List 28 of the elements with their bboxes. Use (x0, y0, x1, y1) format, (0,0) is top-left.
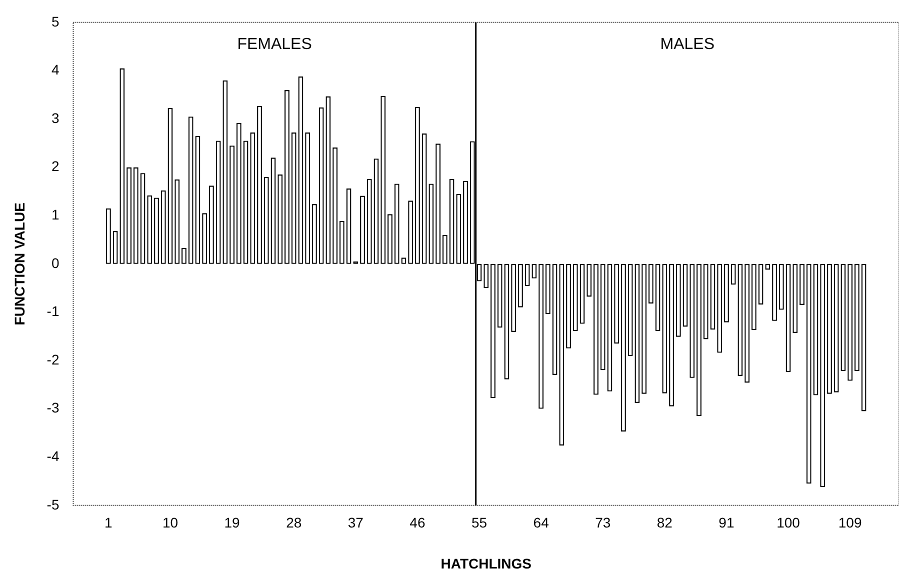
x-tick-label: 109 (838, 514, 862, 531)
y-tick-label: 4 (51, 62, 60, 78)
x-tick-label: 55 (471, 514, 488, 531)
y-axis-title: FUNCTION VALUE (11, 202, 28, 326)
x-tick-label: 10 (162, 514, 178, 531)
y-tick-label: -5 (46, 496, 60, 512)
x-axis-title: HATCHLINGS (440, 555, 532, 572)
y-tick-label: -4 (46, 448, 60, 464)
x-tick-label: 46 (410, 514, 426, 531)
x-tick-label: 64 (533, 514, 550, 531)
y-tick-label: 3 (51, 110, 60, 126)
x-tick-label: 73 (595, 514, 611, 531)
y-tick-label: 1 (51, 206, 60, 222)
x-tick-label: 91 (718, 514, 734, 531)
y-tick-label: 5 (51, 13, 60, 30)
x-tick-label: 37 (348, 514, 364, 531)
y-tick-label: -2 (46, 351, 60, 368)
y-tick-label: 0 (51, 254, 60, 271)
y-tick-label: -3 (46, 400, 60, 416)
x-tick-label: 100 (776, 514, 800, 531)
x-tick-label: 82 (656, 514, 673, 531)
x-tick-label: 28 (286, 514, 302, 531)
y-tick-label: 2 (51, 158, 60, 174)
annotation: FEMALES (237, 36, 312, 53)
x-tick-label: 19 (224, 514, 240, 531)
x-tick-label: 1 (104, 514, 113, 531)
y-tick-label: -1 (46, 303, 60, 320)
annotation: MALES (660, 36, 715, 53)
